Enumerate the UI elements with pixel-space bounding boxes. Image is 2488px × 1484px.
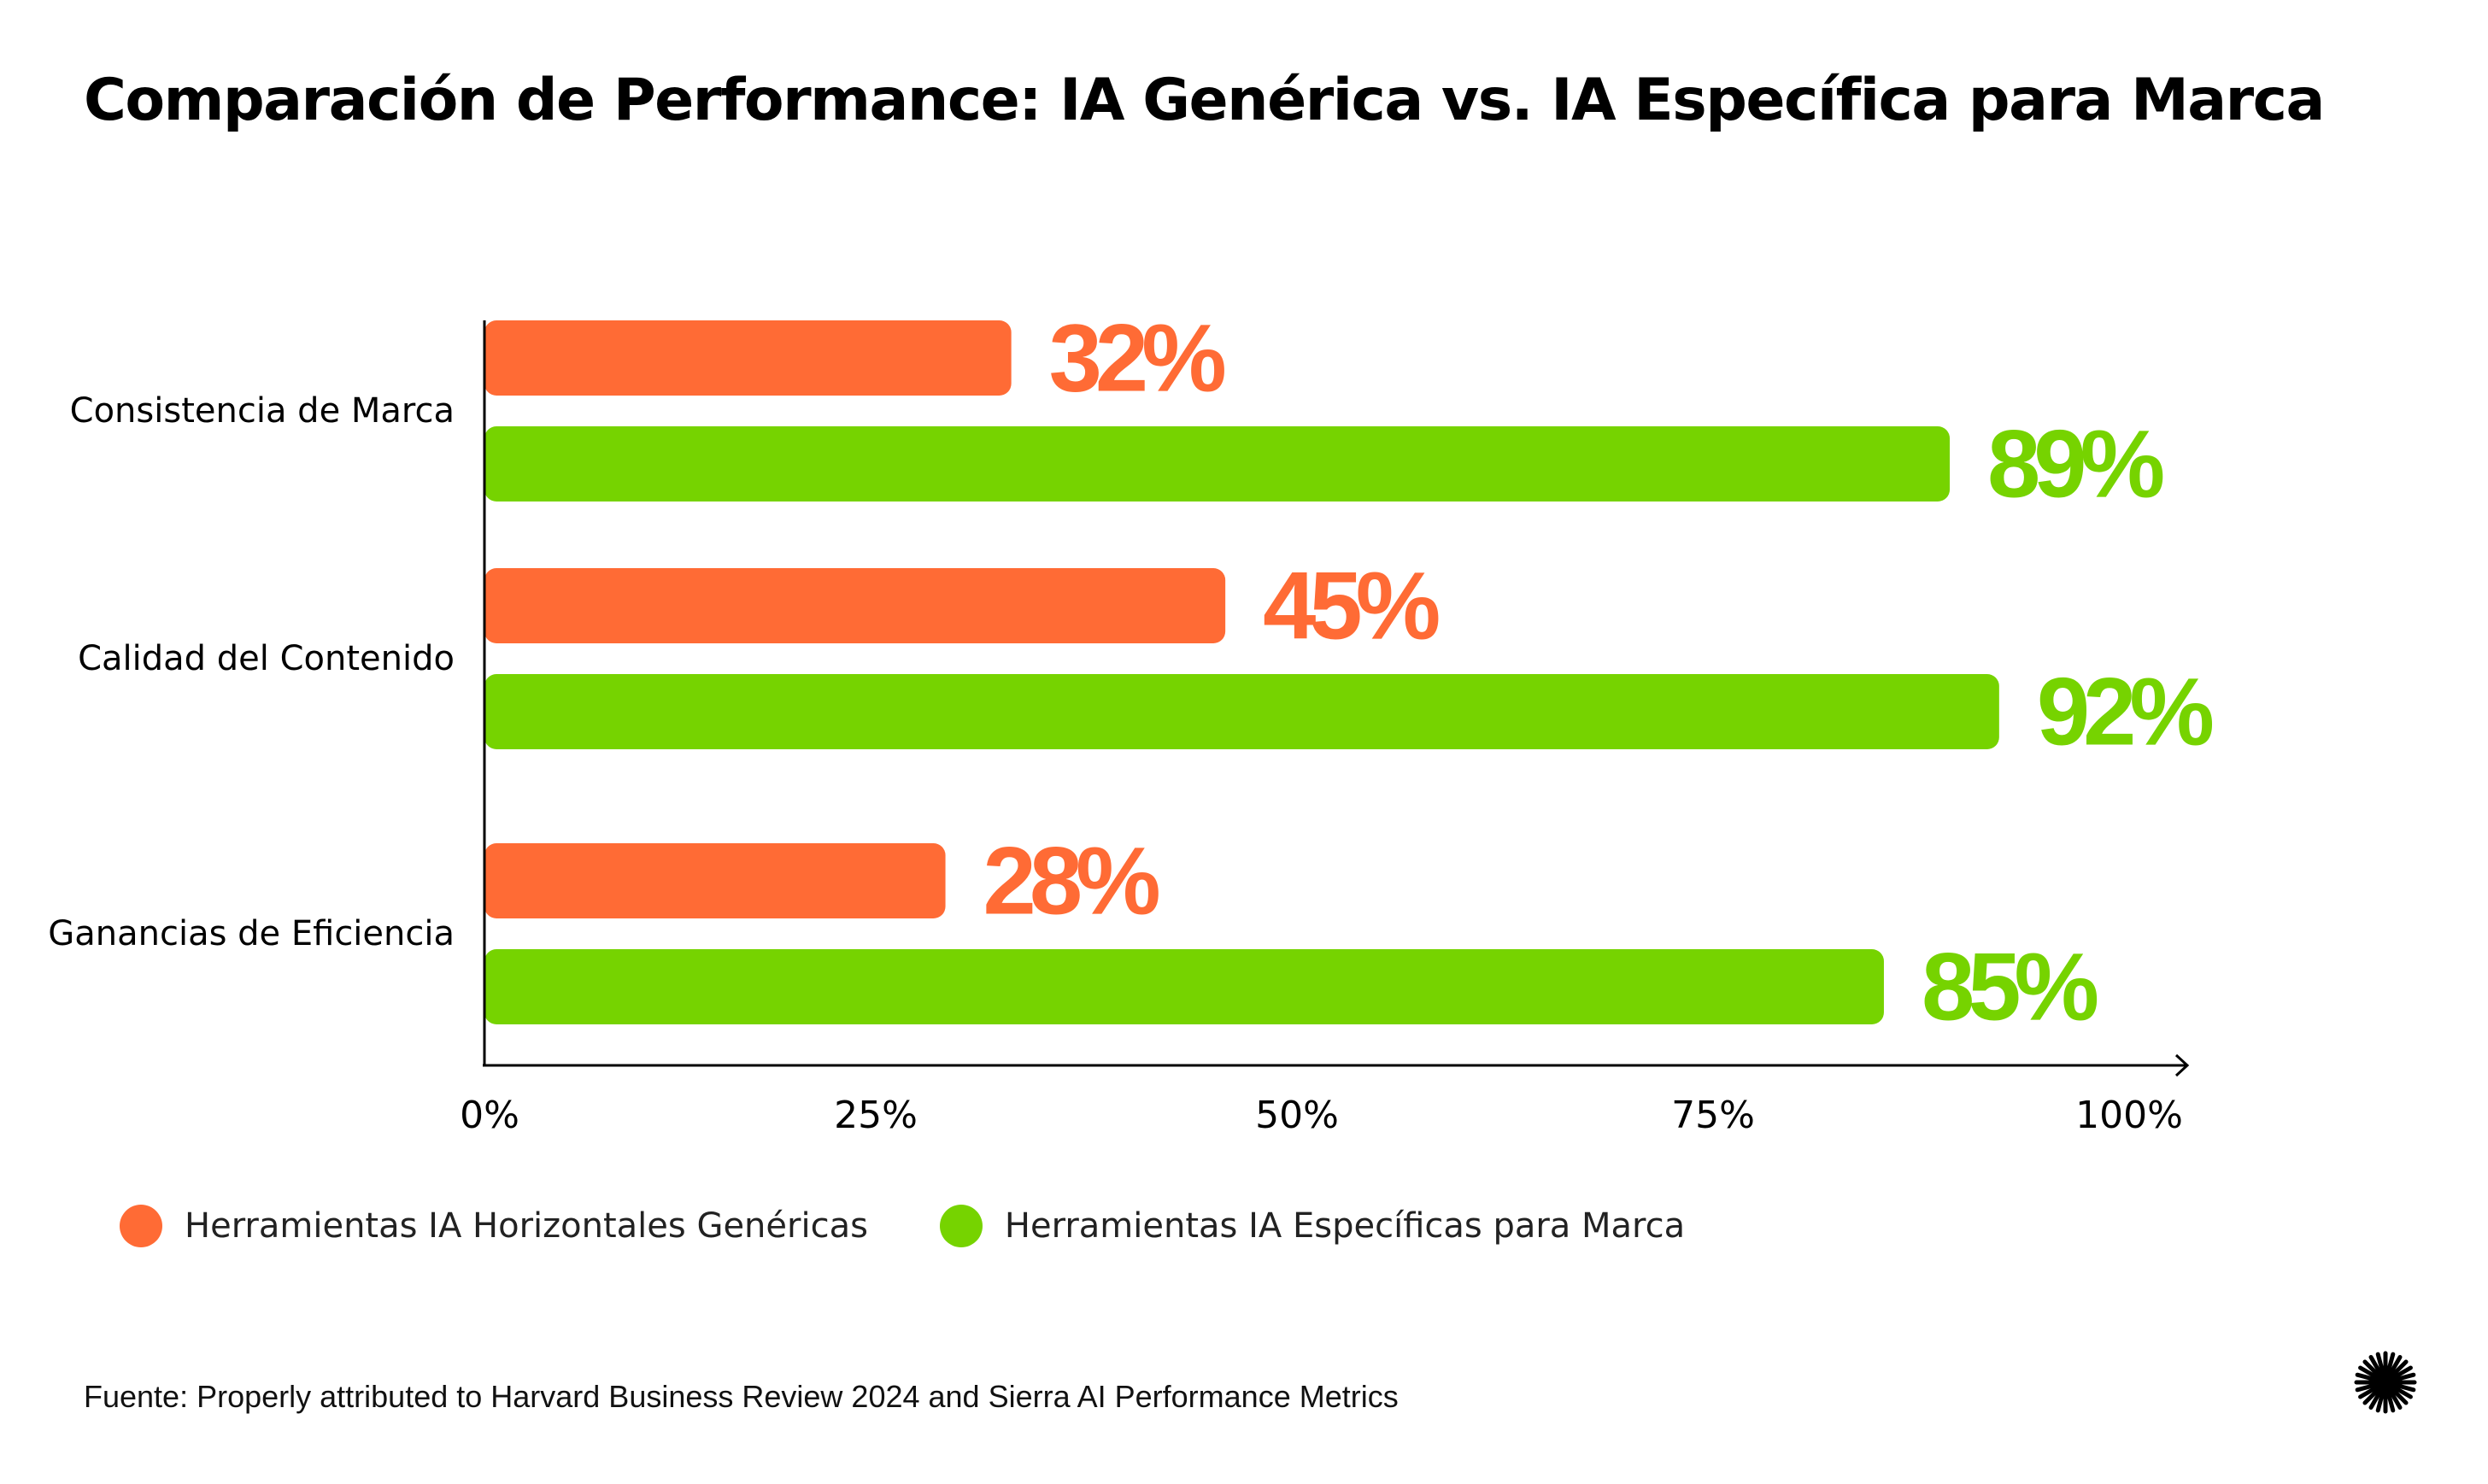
value-label-calidad-del-contenido-generic: 45% [1263, 553, 1439, 660]
value-label-ganancias-de-eficiencia-generic: 28% [983, 828, 1159, 935]
tick-labels-layer: 0% 25% 50% 75% 100% [460, 1094, 2183, 1137]
legend-label-generic: Herramientas IA Horizontales Genéricas [185, 1206, 868, 1246]
x-tick-label: 0% [460, 1094, 519, 1137]
value-label-calidad-del-contenido-brand: 92% [2037, 659, 2213, 765]
source-note: Fuente: Properly attributed to Harvard B… [84, 1379, 1399, 1414]
category-label-ganancias-de-eficiencia: Ganancias de Eficiencia [48, 914, 455, 953]
category-label-consistencia-de-marca: Consistencia de Marca [70, 391, 455, 431]
bar-ganancias-de-eficiencia-generic [484, 843, 946, 918]
bar-consistencia-de-marca-generic [484, 320, 1012, 396]
x-tick-label: 100% [2075, 1094, 2183, 1137]
x-tick-label: 50% [1255, 1094, 1339, 1137]
bars-layer [484, 320, 1999, 1024]
chart-title: Comparación de Performance: IA Genérica … [84, 67, 2325, 134]
legend-swatch-generic [120, 1205, 162, 1247]
value-labels-layer: 32% 89% 45% 92% 28% 85% [983, 305, 2220, 1041]
value-label-consistencia-de-marca-generic: 32% [1049, 305, 1225, 412]
legend-item-generic: Herramientas IA Horizontales Genéricas [120, 1205, 868, 1247]
x-axis-arrow-icon [2174, 1053, 2190, 1077]
category-label-calidad-del-contenido: Calidad del Contenido [78, 639, 455, 678]
value-label-consistencia-de-marca-brand: 89% [1987, 411, 2163, 518]
bar-calidad-del-contenido-brand [484, 674, 1999, 749]
bar-consistencia-de-marca-brand [484, 426, 1951, 502]
starburst-icon [2354, 1351, 2417, 1414]
category-labels-layer: Consistencia de Marca Calidad del Conteni… [48, 391, 455, 953]
bar-ganancias-de-eficiencia-brand [484, 949, 1884, 1024]
bar-chart: 32% 89% 45% 92% 28% 85% Consistencia de Marca… [48, 305, 2220, 1138]
x-tick-label: 75% [1671, 1094, 1755, 1137]
axis-layer [483, 320, 2190, 1077]
legend-swatch-brand [939, 1205, 983, 1247]
x-tick-label: 25% [834, 1094, 918, 1137]
bar-calidad-del-contenido-generic [484, 568, 1226, 643]
legend: Herramientas IA Horizontales Genéricas H… [120, 1205, 1757, 1247]
legend-label-brand: Herramientas IA Específicas para Marca [1004, 1206, 1686, 1246]
legend-item-brand: Herramientas IA Específicas para Marca [939, 1205, 1686, 1247]
value-label-ganancias-de-eficiencia-brand: 85% [1922, 934, 2098, 1041]
